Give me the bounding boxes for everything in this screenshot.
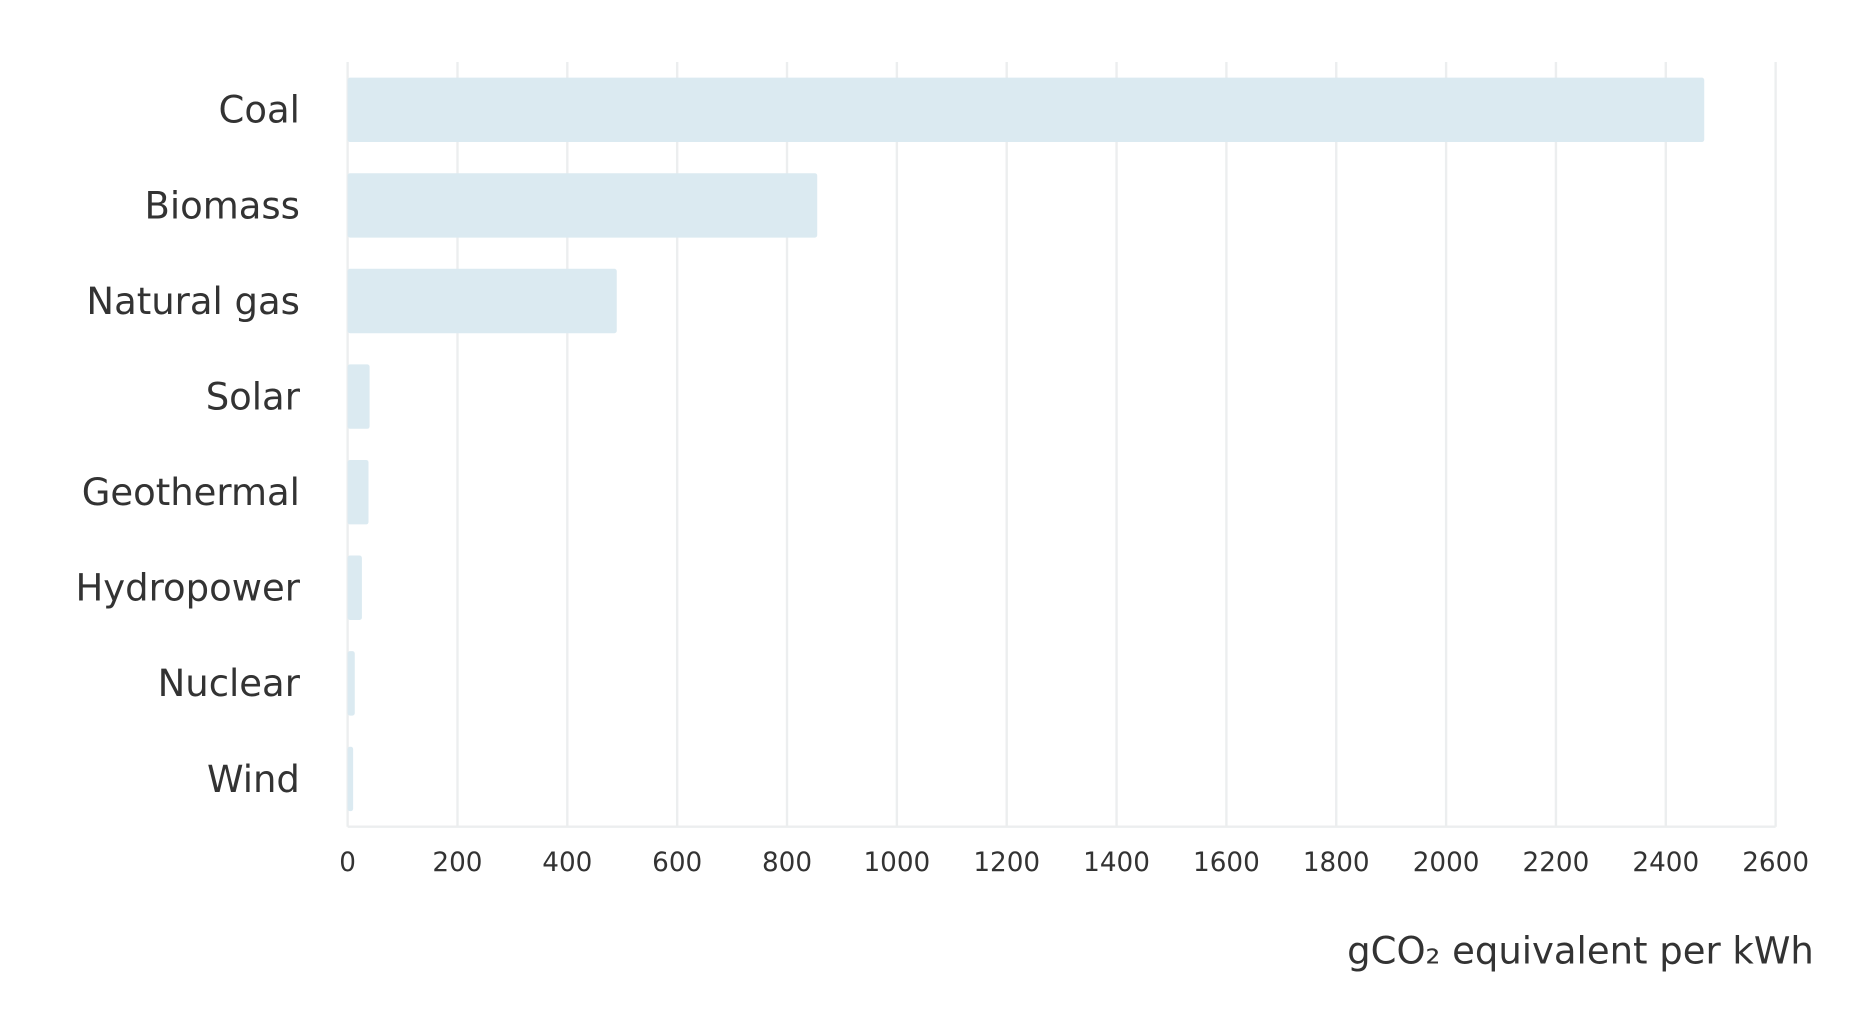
y-tick-label: Geothermal — [82, 471, 300, 514]
x-tick-label: 400 — [542, 848, 592, 878]
bar — [347, 268, 617, 334]
bar — [347, 555, 362, 620]
x-tick-label: 2200 — [1523, 848, 1590, 878]
bar — [347, 173, 818, 238]
x-tick-label: 2400 — [1632, 848, 1699, 878]
x-tick-label: 200 — [432, 848, 482, 878]
y-tick-label: Natural gas — [86, 280, 300, 323]
y-tick-label: Biomass — [144, 184, 299, 227]
y-tick-label: Wind — [207, 758, 300, 801]
y-tick-label: Coal — [219, 89, 300, 132]
x-tick-label: 1400 — [1083, 848, 1150, 878]
x-tick-label: 0 — [339, 848, 356, 878]
y-tick-label: Nuclear — [158, 662, 301, 705]
x-tick-label: 800 — [762, 848, 812, 878]
x-tick-label: 1000 — [863, 848, 930, 878]
x-tick-label: 600 — [652, 848, 702, 878]
bar — [347, 459, 369, 525]
x-tick-label: 2000 — [1413, 848, 1480, 878]
bar — [347, 651, 355, 716]
y-tick-label: Hydropower — [75, 567, 300, 610]
x-tick-label: 1800 — [1303, 848, 1370, 878]
y-tick-label: Solar — [206, 375, 301, 418]
x-tick-label: 2600 — [1742, 848, 1809, 878]
bar — [347, 364, 370, 429]
bar — [347, 746, 354, 812]
x-axis-title: gCO₂ equivalent per kWh — [1347, 930, 1814, 973]
bar — [347, 77, 1705, 143]
x-tick-label: 1600 — [1193, 848, 1260, 878]
x-tick-label: 1200 — [973, 848, 1040, 878]
